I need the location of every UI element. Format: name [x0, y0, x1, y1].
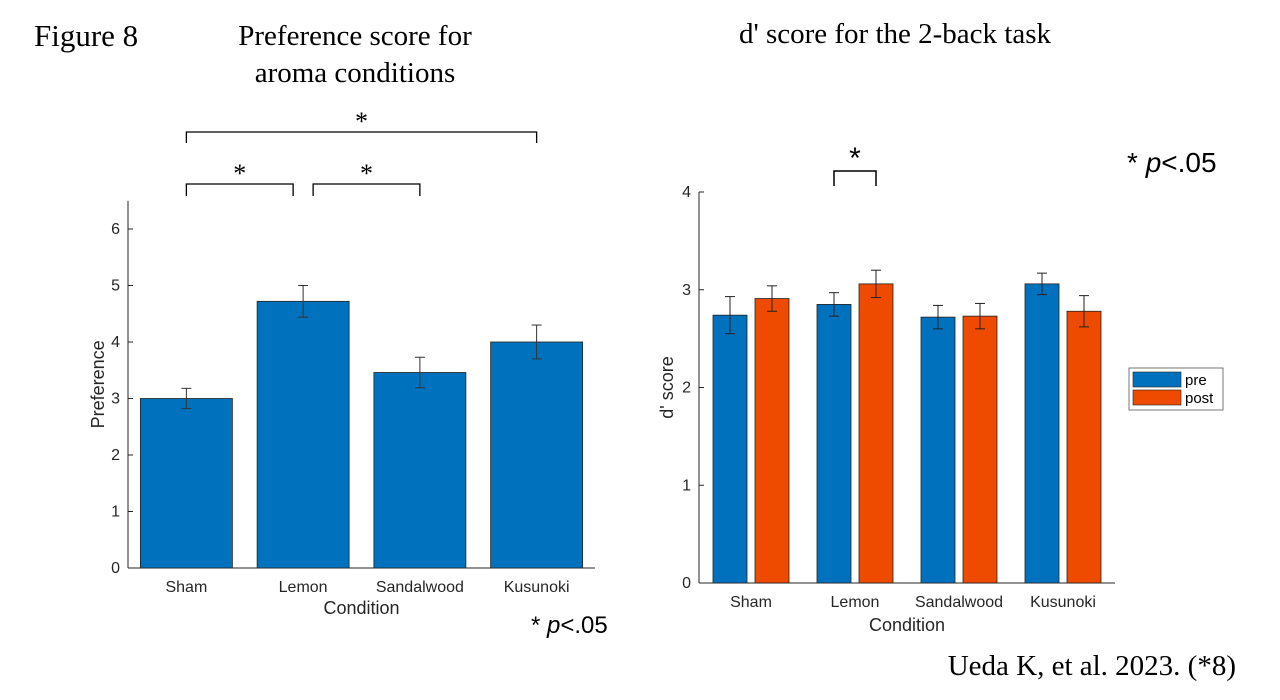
left-x-tick-label: Kusunoki	[504, 579, 570, 596]
note-threshold: <.05	[560, 612, 608, 639]
left-significance-bracket	[312, 183, 421, 196]
right-x-tick-label: Sandalwood	[915, 594, 1003, 611]
right-x-tick-label: Sham	[730, 594, 772, 611]
right-bar-sham-post	[754, 298, 790, 584]
legend-swatch-pre	[1132, 371, 1182, 388]
left-title-line-2: aroma conditions	[254, 57, 456, 89]
left-y-axis-label: Preference	[88, 340, 108, 428]
left-bar-sham	[139, 398, 233, 569]
left-significance-bracket	[185, 183, 294, 196]
left-y-tick-label: 5	[111, 278, 120, 295]
left-y-tick-label: 1	[111, 504, 120, 521]
left-y-tick-label: 4	[111, 334, 120, 351]
right-bar-sham-pre	[712, 314, 748, 584]
legend-label-pre: pre	[1185, 372, 1207, 389]
note-p: p	[1145, 147, 1162, 178]
left-bar-lemon	[256, 300, 350, 569]
right-x-tick-label: Lemon	[831, 594, 880, 611]
right-y-tick-label: 1	[682, 477, 691, 494]
right-bar-lemon-pre	[816, 304, 852, 584]
right-x-tick-label: Kusunoki	[1030, 594, 1096, 611]
left-x-axis-label: Condition	[323, 598, 399, 618]
left-y-tick-label: 0	[111, 560, 120, 577]
right-bar-lemon-post	[858, 283, 894, 584]
right-y-tick-label: 4	[682, 184, 691, 201]
left-significance-bracket	[185, 131, 538, 143]
left-y-tick-label: 3	[111, 391, 120, 408]
right-significance-note: * p<.05	[1127, 147, 1217, 179]
right-chart-title: d' score for the 2-back task	[738, 18, 1052, 50]
right-y-axis-label: d' score	[657, 356, 677, 418]
citation: Ueda K, et al. 2023. (*8)	[947, 650, 1236, 682]
right-significance-star: *	[849, 142, 861, 175]
left-chart-title: Preference score for aroma conditions	[200, 18, 510, 92]
left-x-tick-label: Lemon	[279, 579, 328, 596]
legend-swatch-post	[1132, 389, 1182, 406]
figure-label: Figure 8	[34, 18, 139, 53]
right-y-tick-label: 3	[682, 282, 691, 299]
left-title-line-1: Preference score for	[238, 20, 472, 52]
note-threshold: <.05	[1161, 147, 1217, 178]
left-bar-kusunoki	[490, 341, 584, 569]
right-bar-kusunoki-post	[1066, 310, 1102, 584]
left-significance-note: * p<.05	[531, 612, 608, 640]
right-x-axis-label: Condition	[869, 615, 945, 635]
note-star: *	[531, 612, 541, 639]
right-bar-kusunoki-pre	[1024, 283, 1060, 584]
right-significance-bracket	[833, 170, 877, 186]
left-y-tick-label: 2	[111, 447, 120, 464]
left-significance-star: *	[360, 159, 373, 188]
right-y-tick-label: 0	[682, 575, 691, 592]
left-significance-star: *	[355, 107, 368, 136]
left-x-tick-label: Sham	[165, 579, 207, 596]
note-p: p	[547, 612, 561, 639]
legend-label-post: post	[1185, 390, 1214, 407]
right-bar-sandalwood-pre	[920, 316, 956, 584]
right-bar-sandalwood-post	[962, 315, 998, 584]
left-x-tick-label: Sandalwood	[376, 579, 464, 596]
right-y-tick-label: 2	[682, 380, 691, 397]
left-significance-star: *	[233, 159, 246, 188]
note-star: *	[1127, 147, 1138, 178]
left-bar-sandalwood	[373, 372, 467, 569]
left-y-tick-label: 6	[111, 221, 120, 238]
